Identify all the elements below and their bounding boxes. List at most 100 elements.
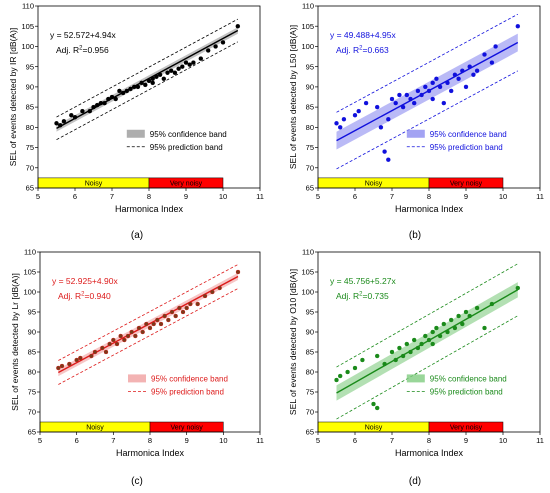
x-tick-label: 8 [427,436,431,445]
data-point [131,84,137,90]
y-axis-label: SEL of events detected by L50 [dB(A)] [288,25,298,169]
y-tick-label: 110 [302,2,314,11]
data-point [437,333,443,339]
data-point [419,341,424,347]
r-squared: Adj. R2=0.940 [58,291,111,301]
data-point [389,349,395,355]
data-point [210,289,215,295]
x-tick-label: 7 [390,192,394,201]
data-point [158,321,164,327]
regression-equation: y = 49.488+4.95x [330,30,396,40]
legend-confidence-label: 95% confidence band [430,130,507,139]
prediction-band-upper [58,264,239,361]
y-tick-label: 100 [301,42,314,51]
data-point [415,345,421,351]
data-point [460,321,465,327]
data-point [415,88,421,94]
data-point [467,64,472,69]
x-tick-label: 6 [353,436,357,445]
data-point [334,377,339,383]
y-tick-label: 65 [26,184,34,193]
data-point [172,70,178,75]
y-tick-label: 95 [306,308,314,317]
data-point [114,341,120,347]
r-squared-value: =0.940 [85,291,112,301]
data-point [426,337,432,343]
data-point [157,72,163,77]
data-point [165,70,170,75]
chart-panel-b: Noisy Very noisy 5 6 7 8 9 10 11 65 70 75 80 85 90 95 10… [288,2,544,241]
data-point [338,125,343,130]
data-point [91,104,96,110]
x-tick-label: 7 [110,192,114,201]
data-point [117,88,122,94]
y-axis-label: SEL of events detected by O10 [dB(A)] [288,269,298,415]
y-tick-label: 110 [24,248,36,257]
data-point [423,84,428,90]
y-tick-label: 105 [23,268,36,277]
data-point [124,88,130,94]
data-point [334,121,339,126]
panel-label: (a) [131,230,143,241]
data-point [452,325,458,331]
data-point [191,60,196,65]
data-point [173,313,178,319]
data-point [375,104,380,110]
regression-equation: y = 52.572+4.94x [50,30,116,40]
x-tick-label: 7 [390,436,394,445]
y-tick-label: 90 [306,82,314,91]
y-tick-label: 75 [306,143,314,152]
data-point [106,96,111,102]
data-point [150,80,155,86]
regression-equation: y = 45.756+5.27x [330,276,396,286]
zone-label: Noisy [365,425,383,432]
data-point [220,40,226,45]
data-point [386,117,391,122]
data-point [356,108,361,114]
legend-prediction-label: 95% prediction band [430,387,503,396]
zone-label: Very noisy [170,181,203,188]
legend-confidence-swatch [406,374,425,383]
data-point [136,325,142,331]
x-tick-label: 11 [256,192,264,201]
regression-line [56,29,239,129]
y-tick-label: 100 [23,288,36,297]
data-point [482,325,487,331]
data-point [235,269,241,275]
data-point [412,337,417,343]
data-point [139,80,144,86]
x-axis-label: Harmonica Index [116,448,185,458]
y-tick-label: 110 [22,2,34,11]
data-point [445,329,450,335]
legend-prediction-label: 95% prediction band [430,143,503,152]
data-point [449,317,454,323]
zone-label: Noisy [365,181,383,188]
data-point [397,92,402,98]
data-point [129,329,134,335]
data-point [345,369,350,375]
data-point [441,321,446,327]
data-point [430,80,435,86]
data-point [452,72,458,77]
x-tick-label: 11 [256,436,264,445]
y-tick-label: 85 [26,103,34,112]
x-axis-label: Harmonica Index [115,204,184,214]
data-point [133,333,138,339]
data-point [397,345,402,351]
data-point [338,373,343,379]
data-point [419,92,424,98]
data-point [482,52,487,57]
y-axis-label: SEL of events detected by IR [dB(A)] [8,28,18,167]
data-point [72,115,78,120]
x-tick-label: 10 [219,192,227,201]
data-point [445,80,450,86]
y-tick-label: 70 [28,408,36,417]
data-point [352,365,358,371]
data-point [74,357,79,363]
y-tick-label: 65 [306,428,314,437]
y-tick-label: 65 [306,184,314,193]
y-tick-label: 70 [306,408,314,417]
zone-label: Very noisy [450,425,483,432]
x-tick-label: 11 [536,436,544,445]
r-squared-superscript: 2 [359,46,363,52]
